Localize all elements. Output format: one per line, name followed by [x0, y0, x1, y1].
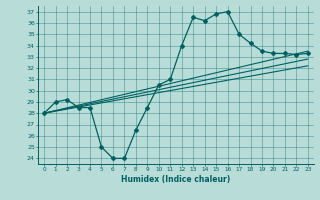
- X-axis label: Humidex (Indice chaleur): Humidex (Indice chaleur): [121, 175, 231, 184]
